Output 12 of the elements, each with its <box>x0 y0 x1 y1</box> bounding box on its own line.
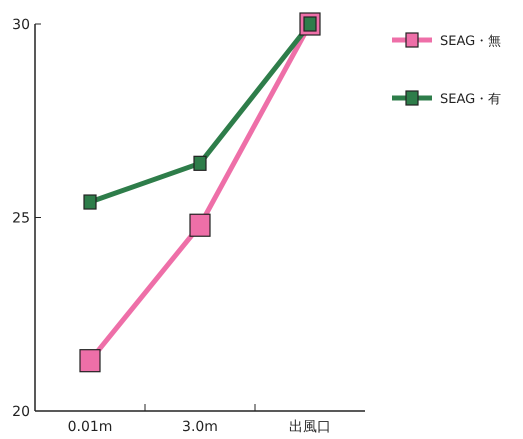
x-tick-label: 0.01m <box>68 419 112 435</box>
point <box>189 214 211 237</box>
legend-label: SEAG・有 <box>440 92 502 107</box>
legend-label: SEAG・無 <box>440 34 502 49</box>
y-tick-label: 25 <box>12 210 30 226</box>
y-tick-label: 30 <box>12 17 30 33</box>
point <box>83 194 97 210</box>
point <box>193 156 207 171</box>
x-tick-label: 3.0m <box>182 419 218 435</box>
y-tick-label: 20 <box>12 404 30 420</box>
x-tick-label: 出風口 <box>289 419 331 435</box>
point <box>79 349 101 372</box>
